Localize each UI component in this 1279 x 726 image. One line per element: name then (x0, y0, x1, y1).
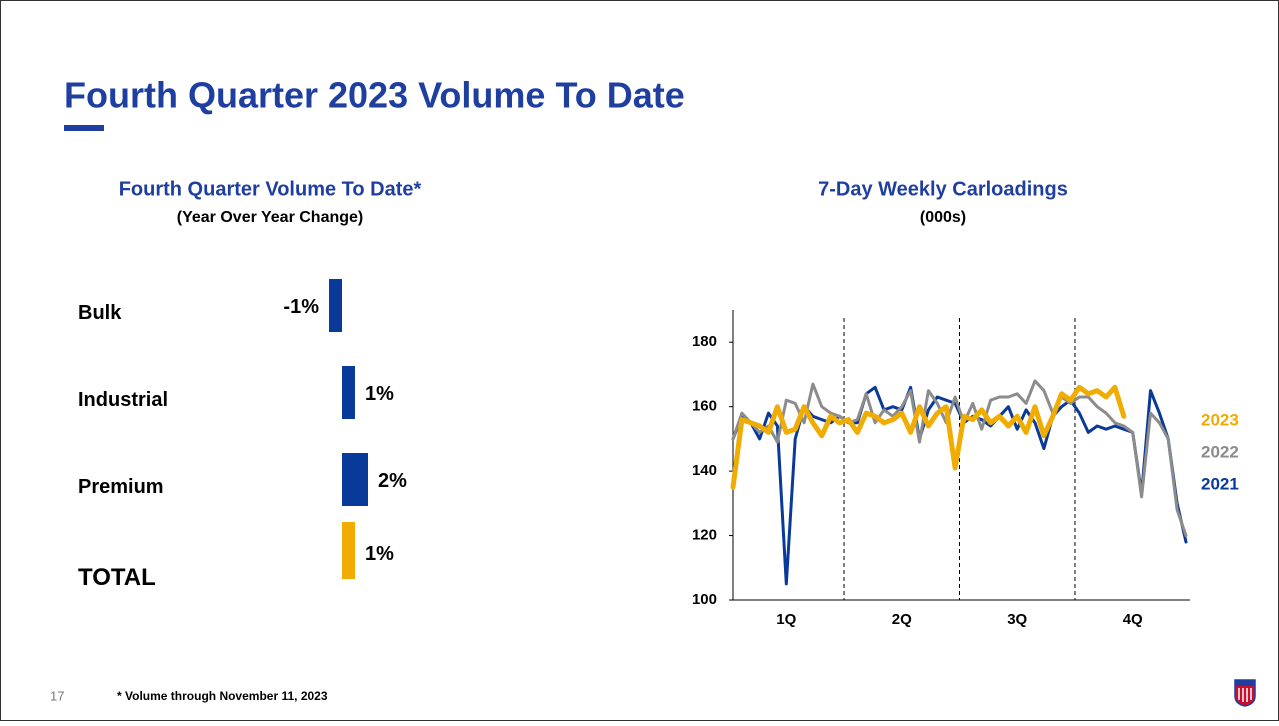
y-tick-label: 180 (692, 333, 717, 350)
legend-label: 2021 (1201, 474, 1239, 493)
category-label: Bulk (78, 302, 122, 324)
page-number: 17 (50, 688, 64, 703)
bar (329, 279, 342, 332)
logo-shield (1234, 679, 1256, 707)
bar (342, 522, 355, 579)
x-tick-label: 3Q (1007, 611, 1027, 628)
logo-band (1235, 680, 1255, 686)
logo (1234, 679, 1256, 707)
category-label: Industrial (78, 389, 168, 411)
legend-label: 2022 (1201, 442, 1239, 461)
series-line (731, 379, 1188, 538)
series-line (730, 384, 1127, 490)
value-label: -1% (283, 296, 319, 318)
category-label: Premium (78, 476, 164, 498)
logo-stripes (1238, 688, 1252, 702)
y-tick-label: 160 (692, 398, 717, 415)
value-label: 1% (365, 383, 394, 405)
category-label: TOTAL (78, 564, 156, 591)
y-tick-label: 100 (692, 591, 717, 608)
x-tick-label: 1Q (776, 611, 796, 628)
y-tick-label: 120 (692, 527, 717, 544)
chart-title: Fourth Quarter Volume To Date* (119, 178, 422, 200)
y-tick-label: 140 (692, 462, 717, 479)
footnote: * Volume through November 11, 2023 (117, 689, 328, 703)
value-label: 1% (365, 543, 394, 565)
title-underline (64, 125, 104, 131)
x-tick-label: 2Q (892, 611, 912, 628)
bar (342, 366, 355, 419)
x-tick-label: 4Q (1123, 611, 1143, 628)
value-label: 2% (378, 470, 407, 492)
slide-title: Fourth Quarter 2023 Volume To Date (64, 75, 685, 116)
legend-label: 2023 (1201, 410, 1239, 429)
chart-subtitle: (000s) (920, 209, 966, 226)
chart-title: 7-Day Weekly Carloadings (818, 178, 1068, 200)
bar (342, 453, 368, 506)
chart-subtitle: (Year Over Year Change) (177, 209, 363, 226)
